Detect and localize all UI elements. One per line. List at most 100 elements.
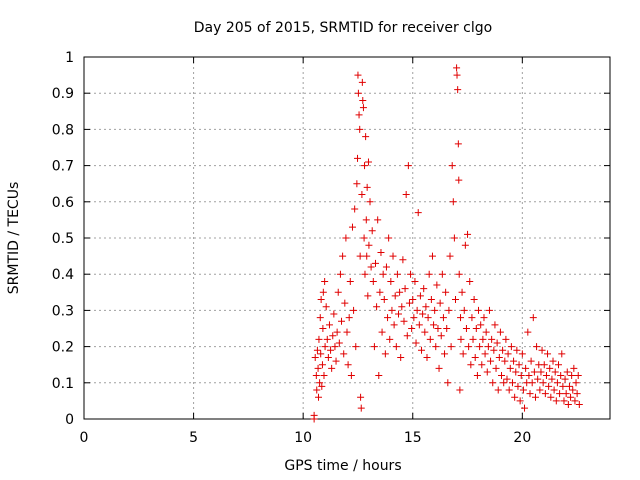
scatter-point — [435, 364, 443, 372]
scatter-point — [476, 343, 484, 351]
scatter-point — [470, 296, 478, 304]
y-tick-label: 0.9 — [52, 86, 74, 102]
scatter-point — [319, 325, 327, 332]
scatter-point — [354, 89, 362, 97]
scatter-point — [560, 397, 568, 405]
scatter-point — [506, 364, 514, 372]
scatter-point — [502, 335, 510, 343]
scatter-point — [557, 372, 565, 380]
scatter-point — [330, 310, 338, 318]
scatter-point — [549, 357, 557, 365]
scatter-point — [343, 328, 351, 336]
scatter-point — [415, 321, 423, 329]
scatter-point — [341, 299, 349, 307]
scatter-point — [505, 386, 513, 394]
scatter-point — [540, 361, 548, 369]
scatter-point — [546, 364, 554, 372]
scatter-point — [562, 390, 570, 398]
scatter-point — [420, 285, 428, 293]
scatter-point — [386, 335, 394, 343]
scatter-point — [354, 154, 362, 162]
scatter-point — [397, 353, 405, 361]
scatter-point — [324, 353, 332, 361]
scatter-point — [327, 346, 335, 354]
scatter-point — [524, 328, 532, 336]
scatter-point — [313, 386, 321, 394]
scatter-point — [391, 292, 399, 300]
scatter-point — [430, 321, 438, 329]
scatter-point — [315, 335, 323, 343]
scatter-point — [464, 230, 472, 238]
scatter-point — [357, 393, 365, 401]
scatter-point — [382, 263, 390, 271]
scatter-point — [515, 361, 523, 369]
scatter-point — [564, 401, 572, 409]
scatter-point — [475, 306, 482, 314]
scatter-point — [385, 234, 393, 242]
scatter-point — [480, 314, 488, 322]
scatter-point — [449, 198, 457, 206]
scatter-point — [575, 401, 583, 409]
scatter-point — [380, 296, 388, 304]
scatter-point — [457, 314, 465, 322]
scatter-point — [328, 364, 336, 372]
scatter-point — [443, 325, 451, 332]
y-tick-label: 0.8 — [52, 122, 74, 138]
scatter-point — [316, 314, 324, 322]
scatter-point — [404, 162, 412, 170]
scatter-point — [550, 386, 558, 394]
scatter-point — [388, 306, 396, 314]
scatter-point — [484, 343, 492, 351]
scatter-point — [370, 343, 378, 351]
scatter-point — [456, 386, 464, 394]
scatter-point — [381, 350, 389, 358]
scatter-point — [478, 361, 486, 369]
y-tick-label: 0.1 — [52, 376, 74, 392]
scatter-point — [376, 288, 384, 296]
scatter-point — [483, 368, 491, 376]
scatter-point — [527, 357, 535, 365]
scatter-point — [538, 346, 546, 354]
scatter-point — [384, 314, 392, 322]
scatter-point — [348, 223, 356, 231]
scatter-point — [529, 314, 537, 322]
scatter-point — [423, 353, 431, 361]
scatter-point — [488, 335, 496, 343]
scatter-point — [472, 325, 480, 332]
scatter-point — [572, 379, 580, 387]
scatter-point — [408, 325, 416, 332]
y-tick-label: 0.7 — [52, 159, 74, 175]
scatter-point — [453, 64, 461, 72]
y-tick-label: 0.2 — [52, 340, 74, 356]
scatter-point — [354, 71, 362, 79]
scatter-point — [364, 292, 372, 300]
scatter-point — [393, 270, 401, 278]
scatter-point — [378, 328, 386, 336]
y-tick-label: 0 — [65, 412, 74, 428]
scatter-point — [469, 335, 477, 343]
scatter-point — [428, 252, 436, 260]
scatter-point — [425, 270, 433, 278]
scatter-point — [362, 133, 370, 141]
scatter-point — [374, 216, 382, 224]
scatter-point — [513, 346, 521, 354]
scatter-point — [392, 343, 400, 351]
scatter-point — [531, 393, 539, 401]
scatter-point — [344, 361, 352, 369]
scatter-point — [318, 382, 326, 390]
scatter-point — [444, 379, 452, 387]
scatter-point — [462, 325, 470, 332]
x-tick-label: 5 — [189, 430, 198, 446]
scatter-point — [360, 234, 368, 242]
scatter-point — [446, 252, 454, 260]
scatter-point — [365, 241, 373, 249]
scatter-point — [493, 339, 501, 347]
scatter-point — [510, 357, 518, 365]
y-tick-label: 0.5 — [52, 231, 74, 247]
scatter-point — [363, 183, 371, 191]
scatter-point — [466, 277, 474, 285]
tick-layer: 00.10.20.30.40.50.60.70.80.910 5 10 15 20 — [52, 50, 610, 446]
scatter-point — [329, 332, 337, 340]
scatter-point — [357, 404, 365, 412]
scatter-point — [554, 361, 562, 369]
